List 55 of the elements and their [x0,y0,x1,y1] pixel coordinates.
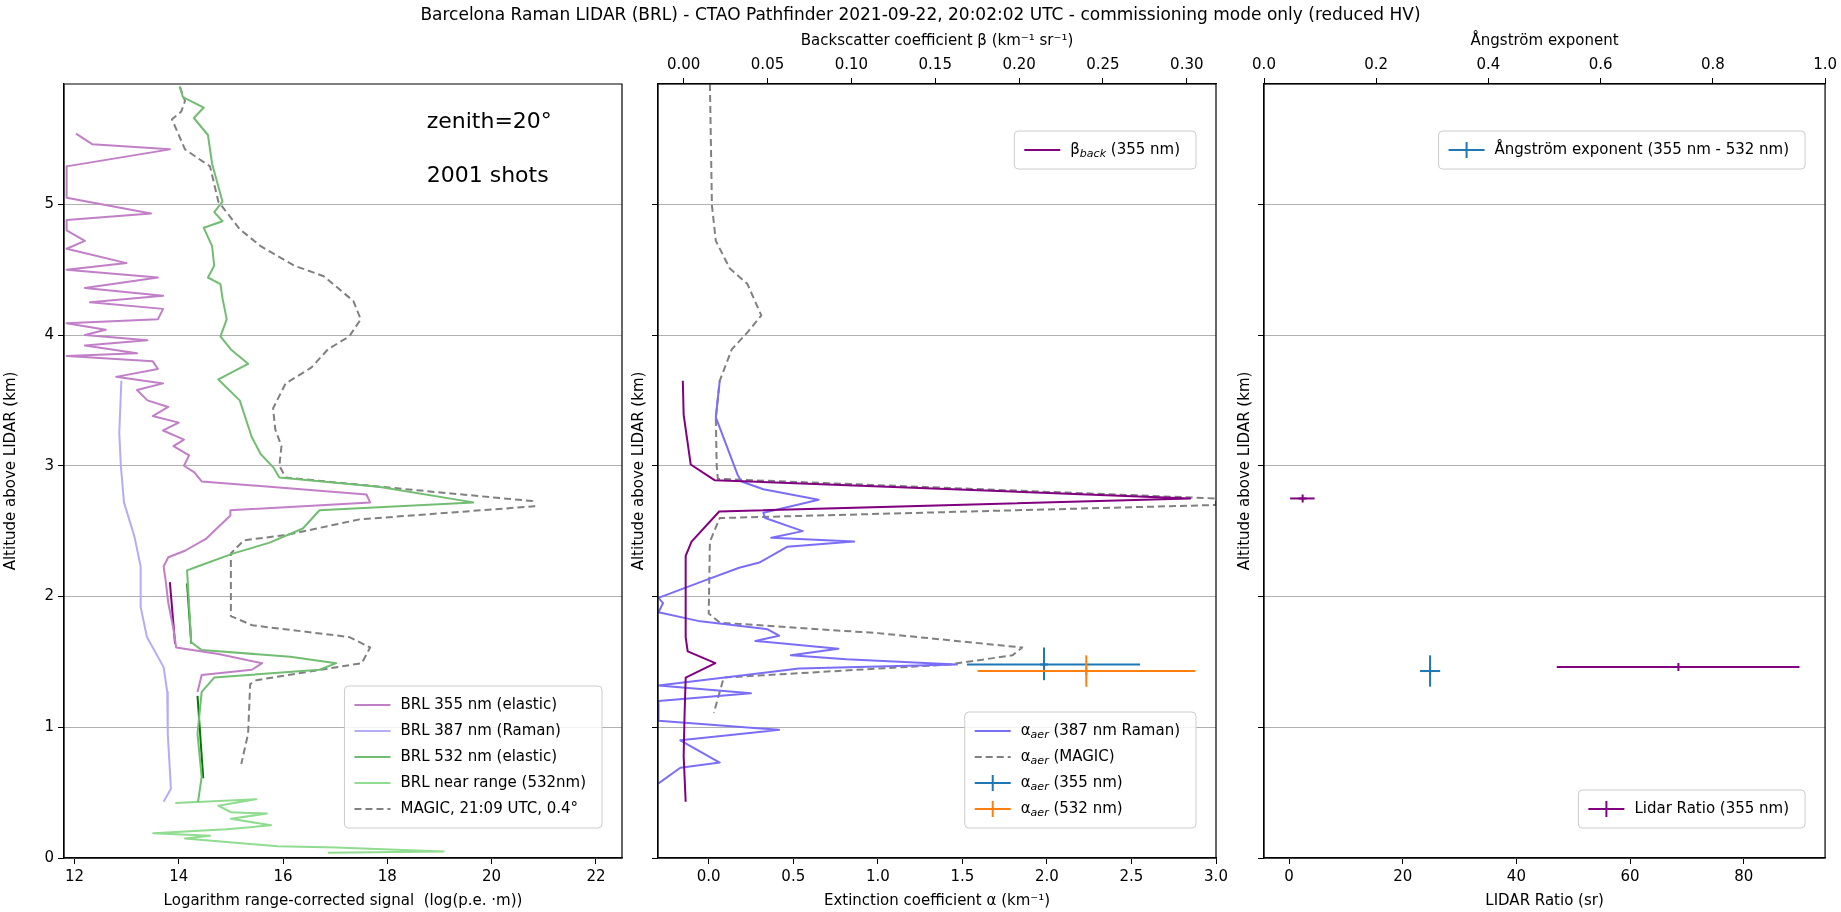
x2-tick-label: 0.30 [1170,54,1204,73]
x-tick-label: 40 [1506,866,1526,885]
text: Barcelona Raman LIDAR (BRL) - CTAO Pathfinder 2021-09-22, 20:02:02 UTC - commissioning mode only (reduced HV) [419,4,1422,24]
x-tick-label: 60 [1620,866,1640,885]
x2-tick-label: 0.2 [1364,54,1389,73]
x-tick-label: 0.0 [696,866,721,885]
x-tick-label: 14 [169,866,189,885]
legend-label: BRL 355 nm (elastic) [400,694,557,713]
y-tick-label: 1 [44,717,54,736]
x-tick-label: 1.5 [950,866,975,885]
x-tick-label: 2.5 [1119,866,1144,885]
x-tick-label: 3.0 [1204,866,1228,885]
x-tick-label: 22 [586,866,606,885]
x-axis-title: Extinction coefficient α (km⁻¹) [823,890,1051,909]
x-tick-label: 1.0 [865,866,890,885]
y-tick-label: 5 [44,194,54,213]
x2-tick-label: 0.8 [1700,54,1725,73]
legend-label: Lidar Ratio (355 nm) [1634,798,1790,817]
x-tick-label: 18 [377,866,397,885]
y-axis-title: Altitude above LIDAR (km) [628,371,647,571]
x-tick-label: 0.5 [781,866,806,885]
annotation: zenith=20° [426,107,552,133]
x2-tick-label: 0.25 [1086,54,1120,73]
legend-label: BRL 532 nm (elastic) [400,746,557,765]
x2-axis-title: Backscatter coefficient β (km⁻¹ sr⁻¹) [800,30,1074,49]
y-tick-label: 4 [44,324,54,343]
x-tick-label: 0 [1284,866,1294,885]
y-axis-title: Altitude above LIDAR (km) [1234,371,1253,571]
x-tick-label: 20 [1393,866,1413,885]
legend-label: BRL 387 nm (Raman) [400,720,561,739]
legend-label: MAGIC, 21:09 UTC, 0.4° [400,798,579,817]
x-tick-label: 2.0 [1034,866,1059,885]
x-tick-label: 20 [482,866,502,885]
x2-tick-label: 0.4 [1476,54,1501,73]
y-tick-label: 3 [44,455,54,474]
x2-tick-label: 0.05 [750,54,785,73]
x-tick-label: 12 [64,866,84,885]
annotation: 2001 shots [426,161,549,187]
x2-axis-title: Ångström exponent [1470,29,1619,49]
x2-tick-label: 0.15 [918,54,952,73]
y-tick-label: 2 [44,586,54,605]
x2-tick-label: 0.20 [1002,54,1036,73]
legend-label: BRL near range (532nm) [400,772,587,791]
legend-label: Ångström exponent (355 nm - 532 nm) [1494,138,1790,158]
x-tick-label: 80 [1734,866,1754,885]
x-axis-title: Logarithm range-corrected signal (log(p.e. ·m)) [163,890,523,909]
x2-tick-label: 0.00 [666,54,701,73]
y-axis-title: Altitude above LIDAR (km) [0,371,19,571]
x2-tick-label: 0.10 [834,54,869,73]
x-axis-title: LIDAR Ratio (sr) [1485,890,1604,909]
x-tick-label: 16 [273,866,293,885]
y-tick-label: 0 [44,847,54,866]
x2-tick-label: 0.6 [1588,54,1613,73]
x2-tick-label: 1.0 [1813,54,1837,73]
x2-tick-label: 0.0 [1252,54,1276,73]
